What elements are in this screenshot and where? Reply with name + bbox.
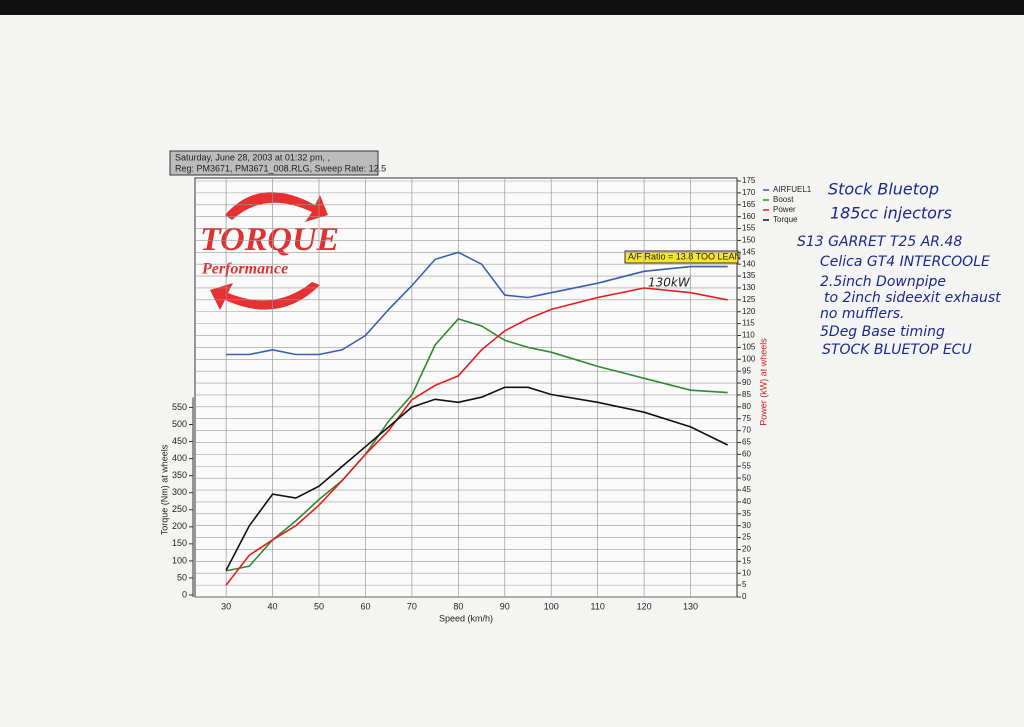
y2-tick-label: 135	[742, 271, 756, 280]
note: 2.5inch Downpipe	[820, 274, 946, 290]
y2-tick-label: 75	[742, 414, 751, 423]
header-line: Reg: PM3671, PM3671_008.RLG, Sweep Rate:…	[175, 163, 386, 173]
y2-tick-label: 55	[742, 461, 751, 470]
x-tick-label: 80	[453, 601, 463, 611]
y2-tick-label: 105	[742, 343, 756, 352]
x-tick-label: 130	[683, 601, 698, 611]
y2-tick-label: 5	[742, 580, 747, 589]
note: STOCK BLUETOP ECU	[822, 342, 972, 358]
y2-tick-label: 60	[742, 449, 751, 458]
y2-tick-label: 95	[742, 366, 751, 375]
y2-tick-label: 35	[742, 509, 751, 518]
y-tick-label: 400	[172, 453, 187, 463]
y2-tick-label: 10	[742, 568, 751, 577]
y2-tick-label: 40	[742, 497, 751, 506]
header-line: Saturday, June 28, 2003 at 01:32 pm, ,	[175, 152, 330, 162]
y-tick-label: 200	[172, 521, 187, 531]
y2-tick-label: 130	[742, 283, 756, 292]
annotation: 130kW	[648, 276, 691, 290]
y-tick-label: 0	[182, 589, 187, 599]
note: 185cc injectors	[830, 204, 952, 223]
y2-tick-label: 115	[742, 319, 755, 328]
logo-title: TORQUE	[200, 221, 339, 258]
y2-axis-label: Power (kW) at wheels	[758, 338, 768, 426]
y2-tick-label: 160	[742, 212, 756, 221]
legend-label: AIRFUEL1	[773, 185, 812, 194]
y2-tick-label: 140	[742, 259, 756, 268]
y2-tick-label: 120	[742, 307, 756, 316]
note: Celica GT4 INTERCOOLE	[820, 254, 990, 270]
y2-tick-label: 125	[742, 295, 756, 304]
header-box	[169, 150, 379, 176]
logo-arrow	[210, 282, 320, 310]
note: 5Deg Base timing	[820, 324, 945, 340]
annotation: A/F Ratio = 13.8 TOO LEAN	[628, 251, 741, 261]
y2-tick-label: 20	[742, 545, 751, 554]
note: no mufflers.	[820, 306, 905, 322]
note: Stock Bluetop	[828, 180, 939, 199]
y2-tick-label: 50	[742, 473, 751, 482]
y2-tick-label: 90	[742, 378, 751, 387]
y2-tick-label: 70	[742, 426, 751, 435]
y-tick-label: 350	[172, 470, 187, 480]
y2-tick-label: 145	[742, 247, 756, 256]
legend-label: Boost	[773, 195, 794, 204]
x-tick-label: 30	[221, 601, 231, 611]
y2-tick-label: 175	[742, 176, 756, 185]
x-tick-label: 90	[500, 601, 510, 611]
plot-area	[194, 177, 738, 598]
y2-tick-label: 165	[742, 200, 756, 209]
y2-tick-label: 150	[742, 236, 756, 245]
annotation-box	[624, 250, 739, 264]
y2-tick-label: 0	[742, 592, 747, 601]
series-line	[225, 317, 728, 572]
x-tick-label: 40	[268, 601, 278, 611]
y2-tick-label: 110	[742, 331, 755, 340]
y-tick-label: 300	[172, 487, 187, 497]
note: to 2inch sideexit exhaust	[824, 290, 1001, 306]
x-tick-label: 60	[360, 601, 370, 611]
x-tick-label: 110	[590, 601, 604, 611]
y-tick-label: 150	[172, 538, 187, 548]
logo: TORQUE Performance	[200, 192, 339, 310]
y2-tick-label: 30	[742, 521, 751, 530]
y2-tick-label: 170	[742, 188, 756, 197]
y2-tick-label: 15	[742, 556, 751, 565]
y2-tick-label: 155	[742, 224, 756, 233]
x-tick-label: 120	[637, 601, 652, 611]
y-axis-label: Torque (Nm) at wheels	[159, 444, 169, 535]
y2-tick-label: 80	[742, 402, 751, 411]
series-line	[226, 251, 728, 356]
x-tick-label: 50	[314, 601, 324, 611]
y-tick-label: 500	[172, 419, 187, 429]
y-tick-label: 250	[172, 504, 187, 514]
note: S13 GARRET T25 AR.48	[797, 234, 962, 250]
y-tick-label: 50	[177, 572, 187, 582]
logo-arrow	[225, 192, 328, 222]
y2-tick-label: 100	[742, 354, 756, 363]
y2-tick-label: 45	[742, 485, 751, 494]
notes: Stock Bluetop 185cc injectors S13 GARRET T…	[797, 180, 1001, 359]
y2-tick-label: 65	[742, 438, 751, 447]
logo-subtitle: Performance	[201, 261, 288, 278]
x-tick-label: 100	[544, 601, 559, 611]
y-tick-label: 450	[172, 436, 187, 446]
legend-label: Power	[773, 205, 796, 214]
legend-label: Torque	[773, 215, 798, 224]
y-tick-label: 550	[172, 402, 187, 412]
y2-tick-label: 25	[742, 533, 751, 542]
series-line	[225, 386, 729, 571]
x-axis-label: Speed (km/h)	[439, 613, 493, 623]
y-tick-label: 100	[172, 555, 187, 565]
x-tick-label: 70	[407, 601, 417, 611]
scan-edge	[0, 0, 1024, 15]
series-line	[225, 287, 728, 586]
y2-tick-label: 85	[742, 390, 751, 399]
